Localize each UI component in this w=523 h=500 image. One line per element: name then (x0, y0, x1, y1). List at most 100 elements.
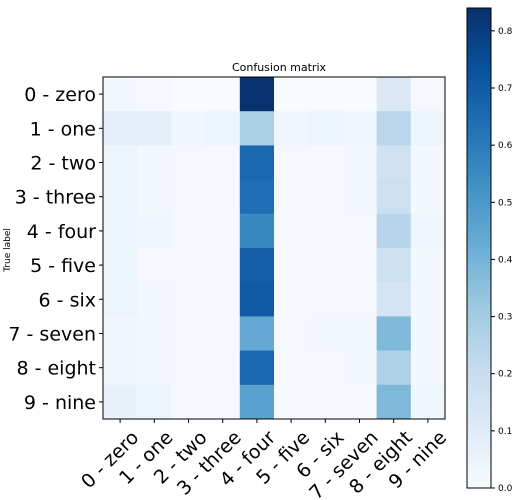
heatmap-cell-r6-c1 (137, 282, 172, 317)
heatmap-cell-r6-c6 (308, 282, 343, 317)
heatmap-cell-r0-c1 (137, 77, 172, 112)
heatmap-cell-r2-c8 (376, 145, 412, 180)
y-tick-label: 1 - one (30, 118, 96, 140)
heatmap-cell-r9-c3 (205, 384, 241, 420)
heatmap-cell-r5-c3 (205, 248, 241, 283)
chart-title: Confusion matrix (232, 61, 327, 74)
heatmap-cell-r9-c5 (274, 384, 309, 420)
heatmap-cell-r4-c6 (308, 213, 343, 249)
heatmap-cell-r7-c0 (103, 316, 138, 351)
heatmap-cell-r5-c8 (376, 248, 412, 283)
heatmap-cell-r5-c9 (410, 248, 446, 283)
heatmap-cell-r0-c6 (308, 77, 343, 112)
heatmap-cell-r2-c6 (308, 145, 343, 180)
heatmap-cell-r0-c8 (376, 77, 412, 112)
heatmap-cell-r7-c5 (274, 316, 309, 351)
heatmap-cell-r9-c1 (137, 384, 172, 420)
heatmap-cell-r2-c1 (137, 145, 172, 180)
heatmap-cells (103, 77, 446, 420)
y-tick-label: 6 - six (39, 289, 96, 311)
heatmap-cell-r2-c9 (410, 145, 446, 180)
heatmap-cell-r9-c6 (308, 384, 343, 420)
heatmap-cell-r6-c4 (239, 282, 275, 317)
heatmap-cell-r8-c9 (410, 350, 446, 386)
heatmap-cell-r7-c8 (376, 316, 412, 351)
heatmap-cell-r1-c2 (171, 111, 206, 146)
heatmap-cell-r0-c2 (171, 77, 206, 112)
heatmap-cell-r0-c4 (239, 77, 275, 112)
heatmap-cell-r6-c5 (274, 282, 309, 317)
colorbar-tick-label: 0.8 (498, 27, 513, 37)
heatmap-cell-r8-c1 (137, 350, 172, 386)
colorbar-tick-label: 0.4 (498, 255, 513, 265)
heatmap-cell-r2-c0 (103, 145, 138, 180)
heatmap-cell-r4-c1 (137, 213, 172, 249)
heatmap-cell-r1-c5 (274, 111, 309, 146)
heatmap-cell-r5-c4 (239, 248, 275, 283)
heatmap-cell-r3-c8 (376, 179, 412, 215)
heatmap-cell-r2-c7 (342, 145, 377, 180)
y-axis-label: True label (3, 228, 13, 273)
heatmap-cell-r6-c3 (205, 282, 241, 317)
heatmap-cell-r2-c4 (239, 145, 275, 180)
y-tick-label: 8 - eight (16, 358, 96, 380)
colorbar-tick-label: 0.6 (498, 141, 513, 151)
colorbar-tick-label: 0.3 (498, 313, 512, 323)
colorbar-tick-label: 0.1 (498, 427, 512, 437)
heatmap-cell-r2-c2 (171, 145, 206, 180)
colorbar (466, 7, 492, 489)
heatmap-cell-r9-c2 (171, 384, 206, 420)
heatmap-cell-r3-c7 (342, 179, 377, 215)
heatmap-cell-r8-c7 (342, 350, 377, 386)
heatmap-cell-r4-c7 (342, 213, 377, 249)
y-tick-label: 9 - nine (24, 392, 96, 414)
heatmap-cell-r3-c4 (239, 179, 275, 215)
heatmap-cell-r4-c0 (103, 213, 138, 249)
heatmap-cell-r6-c7 (342, 282, 377, 317)
heatmap-cell-r2-c5 (274, 145, 309, 180)
heatmap-cell-r1-c1 (137, 111, 172, 146)
heatmap-cell-r7-c3 (205, 316, 241, 351)
heatmap-cell-r3-c9 (410, 179, 446, 215)
heatmap-cell-r5-c2 (171, 248, 206, 283)
heatmap-cell-r8-c2 (171, 350, 206, 386)
heatmap-cell-r4-c3 (205, 213, 241, 249)
heatmap-cell-r1-c3 (205, 111, 241, 146)
y-tick-label: 3 - three (15, 187, 96, 209)
heatmap-cell-r5-c6 (308, 248, 343, 283)
heatmap-cell-r8-c4 (239, 350, 275, 386)
heatmap-cell-r9-c4 (239, 384, 275, 420)
heatmap-cell-r7-c9 (410, 316, 446, 351)
heatmap-cell-r7-c6 (308, 316, 343, 351)
heatmap-cell-r0-c3 (205, 77, 241, 112)
heatmap-cell-r8-c6 (308, 350, 343, 386)
heatmap-cell-r6-c8 (376, 282, 412, 317)
heatmap-cell-r0-c0 (103, 77, 138, 112)
y-tick-label: 5 - five (30, 255, 96, 277)
heatmap-cell-r0-c9 (410, 77, 446, 112)
colorbar-ticks: 0.0 0.1 0.2 0.3 0.4 0.5 0.6 0.7 0.8 (491, 27, 513, 494)
heatmap-cell-r0-c7 (342, 77, 377, 112)
heatmap-cell-r4-c2 (171, 213, 206, 249)
heatmap-cell-r3-c0 (103, 179, 138, 215)
heatmap-cell-r0-c5 (274, 77, 309, 112)
colorbar-tick-label: 0.2 (498, 370, 512, 380)
heatmap-cell-r6-c9 (410, 282, 446, 317)
heatmap-cell-r9-c0 (103, 384, 138, 420)
y-tick-label: 2 - two (30, 153, 96, 175)
heatmap-cell-r4-c4 (239, 213, 275, 249)
heatmap-cell-r9-c8 (376, 384, 412, 420)
heatmap-cell-r4-c5 (274, 213, 309, 249)
heatmap-cell-r5-c0 (103, 248, 138, 283)
heatmap-cell-r8-c0 (103, 350, 138, 386)
heatmap-cell-r1-c9 (410, 111, 446, 146)
heatmap-cell-r1-c4 (239, 111, 275, 146)
heatmap-cell-r3-c5 (274, 179, 309, 215)
heatmap-cell-r3-c3 (205, 179, 241, 215)
colorbar-tick-label: 0.0 (498, 484, 513, 494)
colorbar-tick-label: 0.5 (498, 198, 512, 208)
heatmap-cell-r7-c7 (342, 316, 377, 351)
heatmap-cell-r6-c0 (103, 282, 138, 317)
